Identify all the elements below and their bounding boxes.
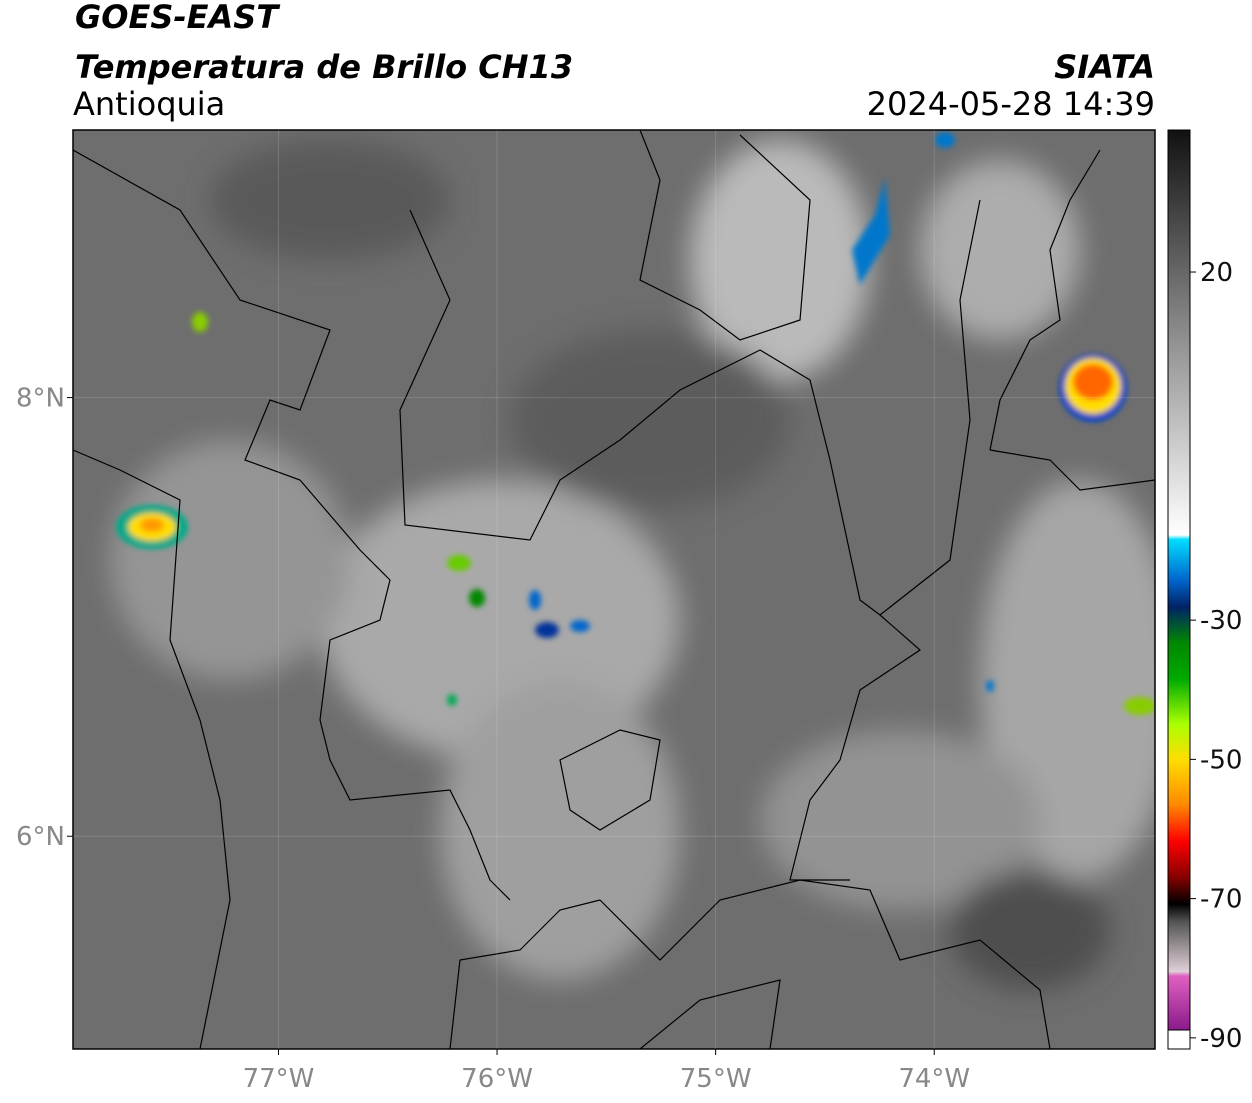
satellite-image [73, 130, 1155, 1049]
source: SIATA [1054, 48, 1155, 86]
colorbar-under [1167, 1029, 1191, 1050]
y-tick-label: 6°N [16, 822, 65, 852]
map-frame [72, 129, 1156, 1050]
x-tick-label: 77°W [243, 1064, 315, 1094]
colorbar-tick-label: -50 [1200, 745, 1242, 775]
colorbar-tick-label: -70 [1200, 885, 1242, 915]
y-tick-label: 8°N [16, 384, 65, 414]
datetime: 2024-05-28 14:39 [867, 85, 1155, 123]
x-tick-label: 76°W [461, 1064, 533, 1094]
title: GOES-EAST [75, 0, 280, 36]
colorbar-tick-label: 20 [1200, 258, 1233, 288]
x-tick-label: 74°W [898, 1064, 970, 1094]
colorbar-frame [1167, 129, 1191, 1050]
colorbar-tick-label: -90 [1200, 1024, 1242, 1054]
colorbar-tick-label: -30 [1200, 606, 1242, 636]
region: Antioquia [73, 85, 225, 123]
colorbar [1168, 130, 1190, 1030]
x-tick-label: 75°W [680, 1064, 752, 1094]
subtitle: Temperatura de Brillo CH13 [75, 48, 573, 86]
